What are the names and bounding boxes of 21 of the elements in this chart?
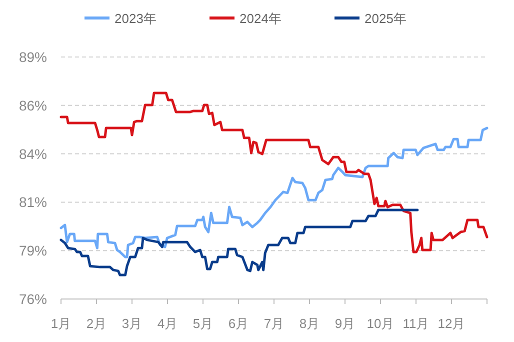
y-tick-label: 86% [18,97,47,114]
x-tick-label: 12月 [438,316,466,331]
y-tick-label: 79% [18,242,47,259]
x-tick-label: 2月 [86,316,107,331]
y-tick-label: 81% [18,194,47,210]
x-tick-label: 11月 [402,316,430,331]
x-tick-label: 4月 [157,316,178,331]
y-tick-label: 89% [18,49,47,65]
legend-label: 2023年 [114,11,156,26]
legend-label: 2024年 [240,11,282,26]
legend-label: 2025年 [364,11,406,26]
x-tick-label: 10月 [366,316,394,331]
x-tick-label: 9月 [334,316,356,331]
x-tick-label: 6月 [228,316,249,331]
y-tick-label: 84% [18,146,47,162]
x-tick-label: 8月 [299,316,320,331]
x-tick-label: 1月 [50,316,72,331]
x-tick-label: 5月 [192,316,214,331]
y-tick-label: 76% [18,291,47,307]
x-tick-label: 3月 [122,316,142,331]
x-tick-label: 7月 [264,316,284,331]
